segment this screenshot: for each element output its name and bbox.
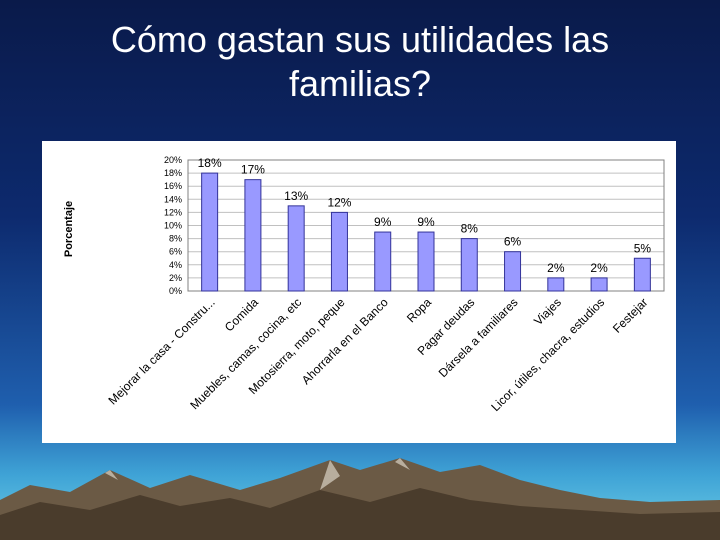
mountain-landscape xyxy=(0,458,720,540)
y-tick-label: 20% xyxy=(164,155,182,165)
bar-chart: 0%2%4%6%8%10%12%14%16%18%20% 18%Mejorar l… xyxy=(63,155,665,414)
bar xyxy=(460,238,478,292)
y-tick-label: 18% xyxy=(164,168,182,178)
y-tick-label: 10% xyxy=(164,221,182,231)
bar xyxy=(417,231,435,292)
y-tick-label: 2% xyxy=(169,273,182,283)
category-label: Ahorrarla en el Banco xyxy=(299,295,391,387)
y-tick-label: 14% xyxy=(164,194,182,204)
bar xyxy=(287,205,305,292)
data-label: 9% xyxy=(417,215,435,229)
bar xyxy=(633,257,651,292)
data-label: 17% xyxy=(241,163,265,177)
category-label: Comida xyxy=(222,295,261,334)
category-label: Festejar xyxy=(610,295,651,336)
category-label: Viajes xyxy=(531,295,564,328)
slide-title: Cómo gastan sus utilidades las familias? xyxy=(110,19,610,104)
mountain-range-front xyxy=(0,488,720,540)
data-label: 9% xyxy=(374,215,392,229)
bar xyxy=(201,172,219,292)
data-label: 8% xyxy=(461,222,479,236)
bar xyxy=(244,179,262,292)
bar xyxy=(504,251,522,292)
data-label: 18% xyxy=(198,156,222,170)
y-tick-label: 8% xyxy=(169,234,182,244)
y-tick-label: 0% xyxy=(169,286,182,296)
bar xyxy=(330,211,348,292)
y-tick-label: 4% xyxy=(169,260,182,270)
data-label: 2% xyxy=(590,261,608,275)
data-label: 12% xyxy=(327,195,351,209)
bar-layer xyxy=(201,172,651,292)
snow-caps xyxy=(105,458,410,490)
y-tick-label: 12% xyxy=(164,207,182,217)
y-axis-title: Porcentaje xyxy=(63,201,75,257)
data-label: 2% xyxy=(547,261,565,275)
bar xyxy=(374,231,392,292)
bar xyxy=(547,277,565,292)
y-tick-label: 16% xyxy=(164,181,182,191)
data-label: 5% xyxy=(634,241,652,255)
data-label: 6% xyxy=(504,235,522,249)
bar xyxy=(590,277,608,292)
data-label: 13% xyxy=(284,189,308,203)
category-label: Dársela a familiares xyxy=(436,295,521,380)
chart-panel: 0% 2% 4% 6% 8% 10% 12% 14% 16% 18% 20% 18% Mejorar l… xyxy=(42,141,676,443)
y-tick-label: 6% xyxy=(169,247,182,257)
category-label: Ropa xyxy=(404,295,434,325)
